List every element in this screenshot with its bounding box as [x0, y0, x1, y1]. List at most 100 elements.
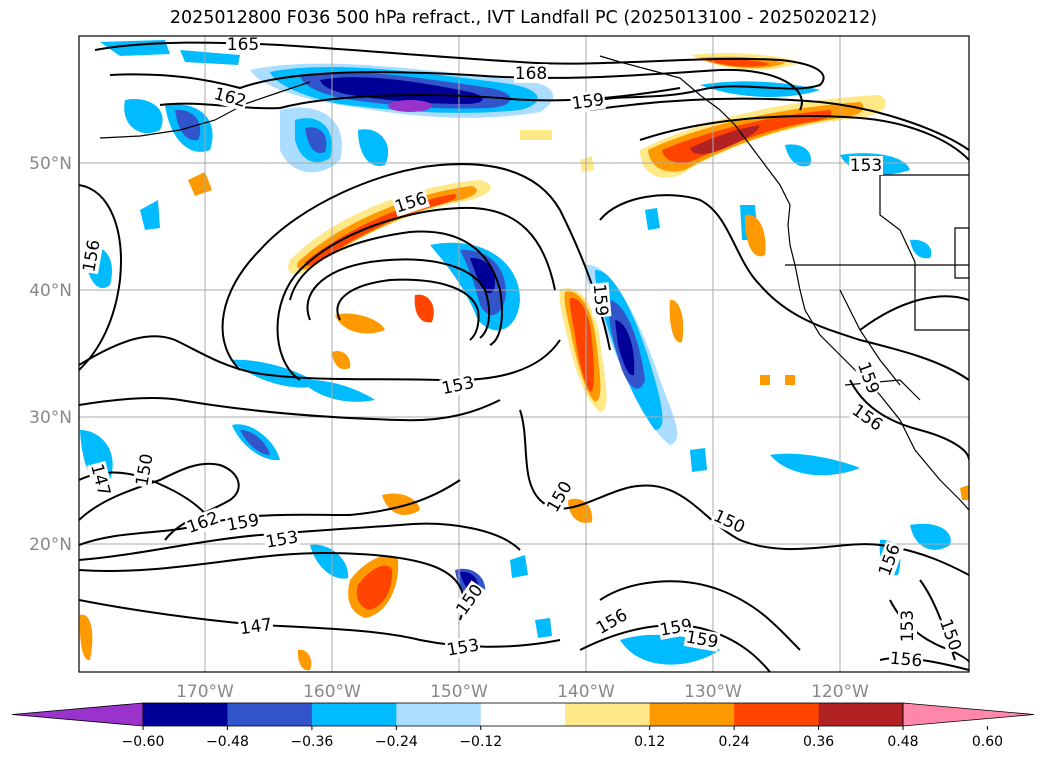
plot-frame: [78, 35, 970, 673]
neg-patch: [910, 523, 951, 550]
neg-blob-4c: [305, 127, 327, 153]
contour-label: 159: [569, 89, 607, 114]
pos-patch: [785, 375, 795, 385]
pos-band-nne-3: [705, 59, 770, 67]
pos-patch: [356, 565, 393, 610]
colorbar-tick-label: 0.24: [719, 734, 750, 750]
contour-label-bg: [709, 505, 749, 538]
contour-label-bg: [237, 614, 275, 639]
lat-label-30: 30°N: [29, 408, 72, 428]
colorbar-segment: [818, 703, 904, 726]
neg-trough-central-3: [470, 258, 495, 294]
contour-label-bg: [183, 507, 223, 538]
neg-blob-2: [124, 99, 163, 134]
contour-label-bg: [542, 477, 577, 517]
coastlines: [99, 55, 969, 511]
pos-band-central-3: [304, 194, 457, 266]
neg-east-band-4: [615, 320, 635, 376]
colorbar-tick-label: 0.48: [887, 734, 918, 750]
neg-blob-nw-2: [180, 50, 240, 65]
lat-label-50: 50°N: [29, 154, 72, 174]
contour-label-bg: [589, 282, 612, 318]
pos-east-3: [569, 297, 594, 392]
contour-label-bg: [849, 156, 883, 175]
contour-label-bg: [874, 540, 905, 580]
contour-label-bg: [847, 400, 887, 436]
colorbar-segment: [734, 703, 820, 726]
pos-patch: [580, 156, 594, 172]
colorbar-tick-label: −0.48: [206, 734, 249, 750]
shaded-anomalies: [79, 40, 969, 671]
neg-patch: [770, 453, 860, 476]
pos-patch: [760, 375, 770, 385]
pos-patch: [414, 294, 434, 323]
contour-label-bg: [853, 358, 884, 398]
contour-label-bg: [452, 580, 488, 620]
colorbar-segment: [480, 703, 566, 726]
contour-label-bg: [898, 609, 917, 643]
contour-label: 147: [237, 614, 275, 639]
contour-label-bg: [444, 635, 482, 660]
contour-label-text: 147: [239, 615, 274, 639]
contour-label-text: 159: [589, 283, 612, 317]
contour-label-bg: [224, 510, 262, 535]
neg-patch: [510, 555, 528, 578]
contour-label: 153: [849, 156, 883, 176]
pos-patch: [669, 299, 684, 343]
contour-label-text: 165: [227, 35, 259, 55]
lon-label-150w: 150°W: [430, 682, 488, 702]
colorbar-tick-label: −0.60: [122, 734, 165, 750]
neg-patch: [785, 144, 811, 167]
contour-label-text: 156: [889, 649, 923, 672]
colorbar-extend-high: [902, 702, 1035, 727]
contour-label-bg: [132, 451, 157, 489]
contour-label: 150: [132, 451, 158, 489]
longitude-labels: 170°W 160°W 150°W 140°W 130°W 120°W: [176, 682, 869, 702]
contour-label-bg: [86, 460, 115, 499]
neg-patch: [690, 448, 707, 472]
chart-title: 2025012800 F036 500 hPa refract., IVT La…: [169, 8, 878, 28]
pos-patch: [744, 214, 766, 257]
pos-patch: [335, 313, 385, 334]
contour-label-bg: [657, 615, 695, 640]
contour-label-bg: [514, 64, 548, 83]
neg-blob-5: [358, 129, 389, 166]
contour-label: 159: [589, 282, 612, 318]
contour-label: 156: [888, 648, 924, 672]
latitude-labels: 50°N 40°N 30°N 20°N: [29, 154, 72, 555]
lon-label-160w: 160°W: [303, 682, 361, 702]
neg-patch: [240, 430, 270, 455]
contour-label-bg: [263, 527, 301, 552]
contour-label-bg: [226, 36, 260, 54]
pos-patch: [297, 649, 312, 671]
colorbar-extend-low: [11, 702, 144, 727]
pos-patch: [520, 130, 552, 140]
colorbar-tick-label: −0.24: [375, 734, 418, 750]
neg-core-purple: [388, 100, 432, 112]
colorbar-segment: [311, 703, 397, 726]
contour-label-text: 153: [898, 610, 918, 642]
lon-label-130w: 130°W: [684, 682, 742, 702]
contour-label-bg: [683, 627, 721, 652]
colorbar-segment: [649, 703, 735, 726]
neg-patch: [140, 200, 160, 230]
contour-label: 153: [898, 609, 918, 643]
lon-label-140w: 140°W: [557, 682, 615, 702]
contour-label: 165: [226, 35, 260, 55]
contour-label-text: 168: [515, 64, 547, 84]
pos-band-ne-4: [690, 125, 760, 155]
contour-label-bg: [211, 83, 250, 112]
contour-label-text: 153: [850, 156, 882, 176]
neg-band-north-4: [320, 77, 483, 104]
neg-patch: [300, 379, 375, 402]
neg-patch: [535, 618, 552, 638]
neg-patch: [910, 239, 932, 259]
pos-patch: [960, 485, 969, 500]
neg-blob-3b: [175, 109, 201, 141]
pos-patch: [79, 614, 93, 661]
pos-patch: [332, 350, 351, 370]
lat-label-40: 40°N: [29, 281, 72, 301]
colorbar: −0.60 −0.48 −0.36 −0.24 −0.12 0.12 0.24 0.36 0.4…: [11, 702, 1035, 750]
contour-label: 168: [514, 64, 548, 84]
